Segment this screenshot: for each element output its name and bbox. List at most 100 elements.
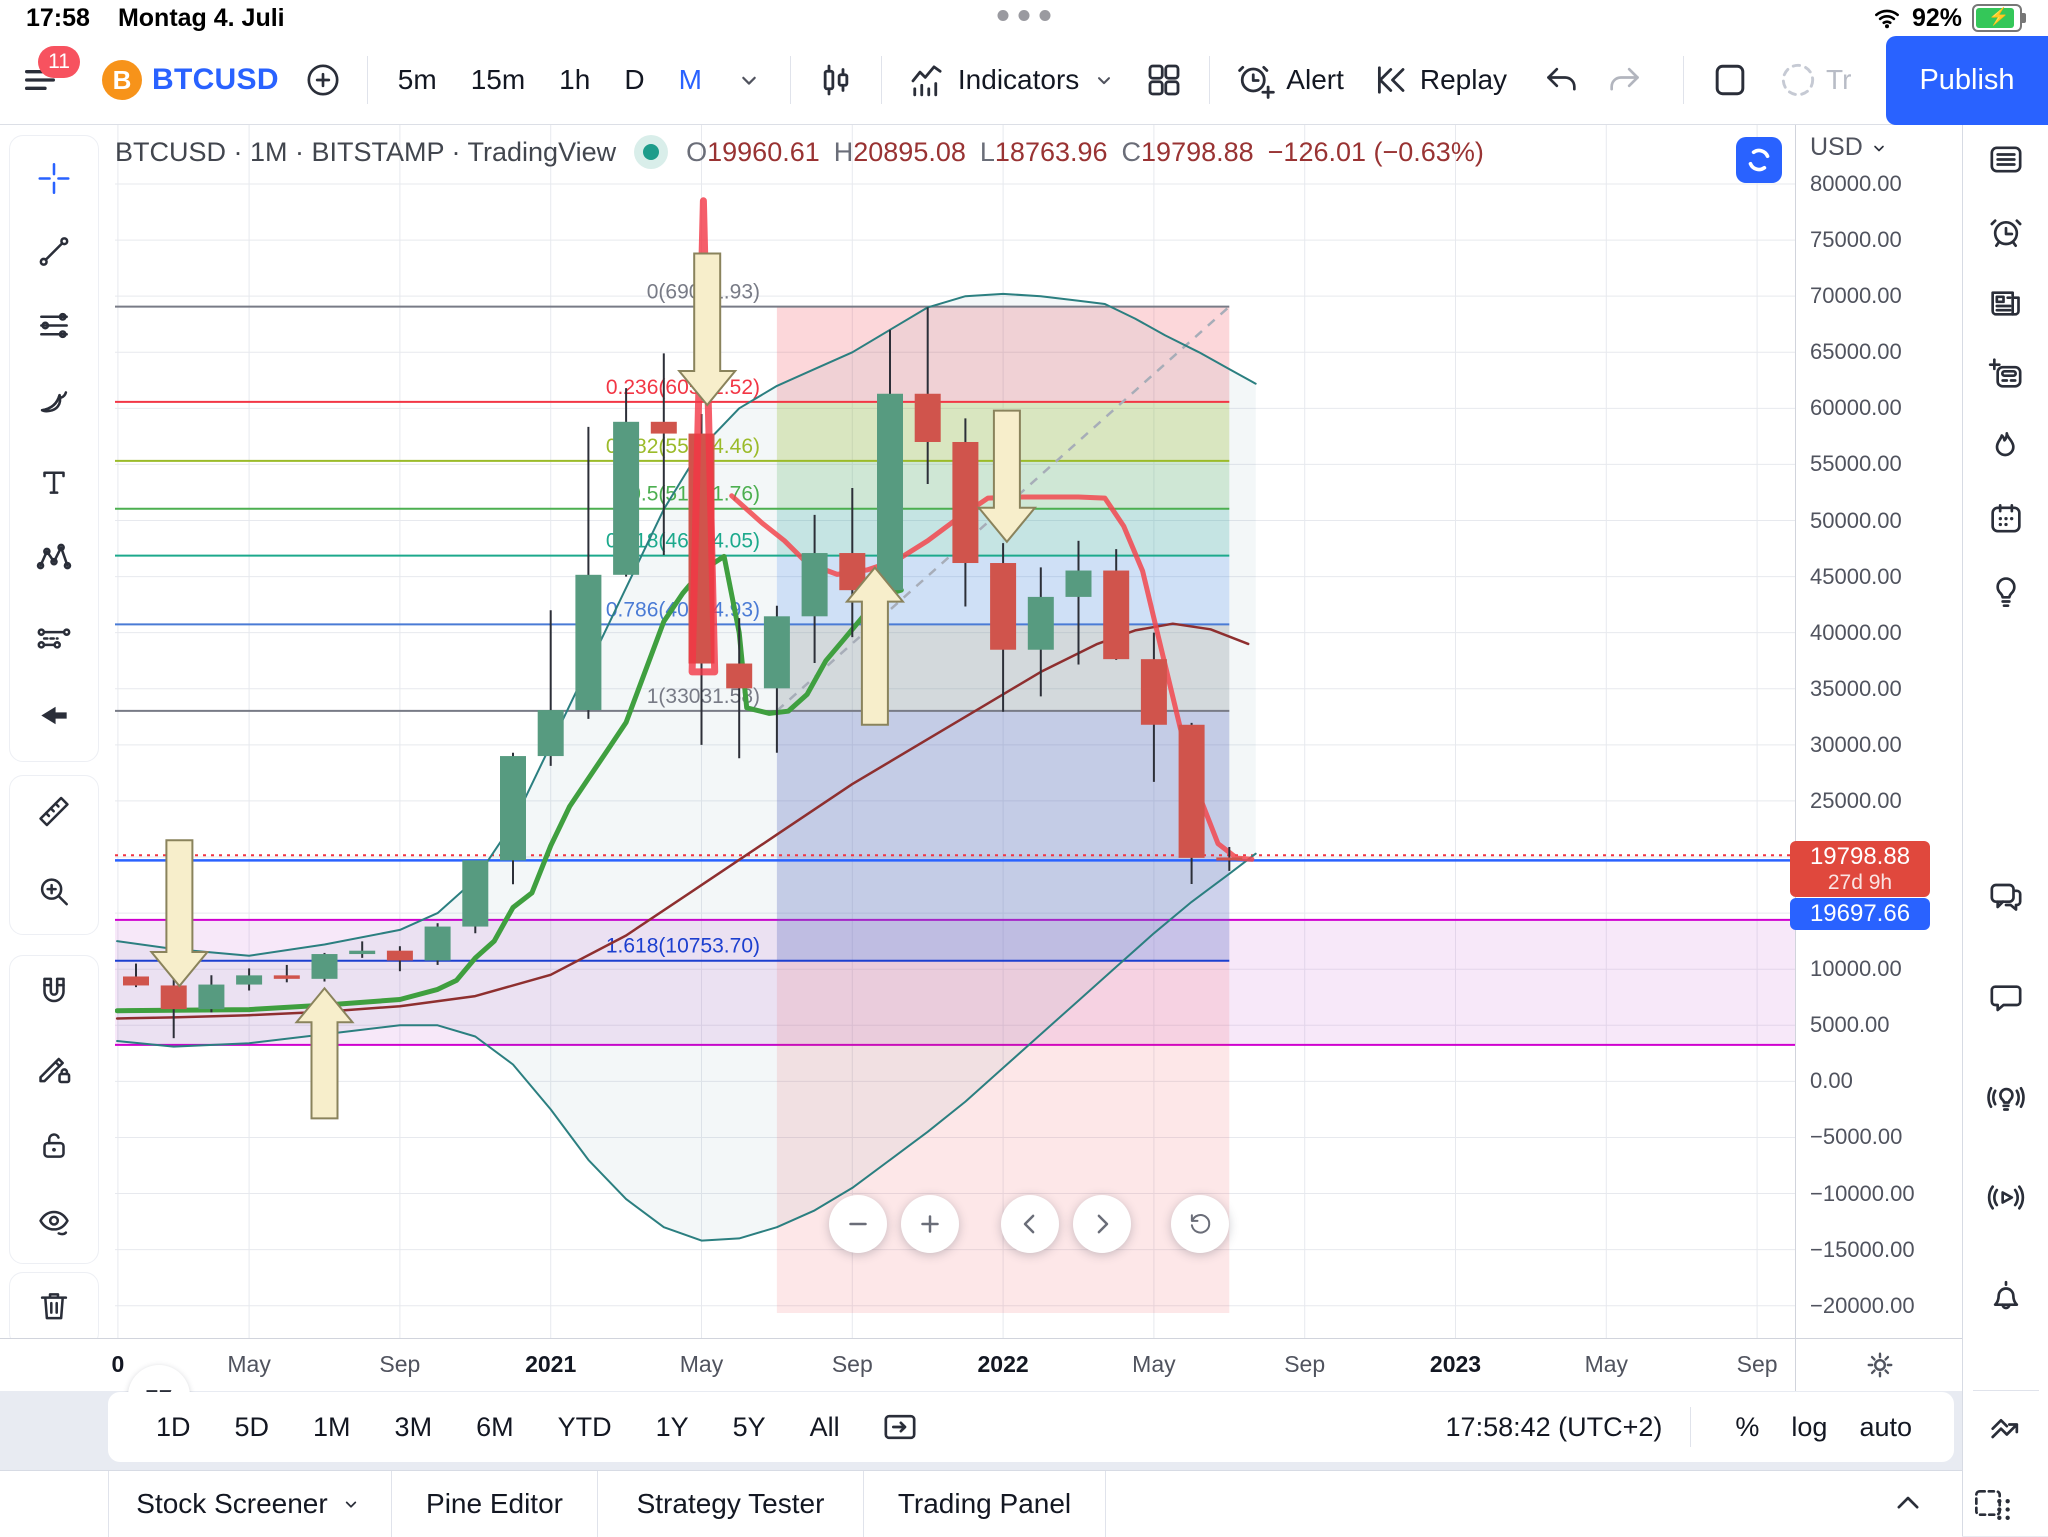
tool-magnet-icon[interactable]: [35, 973, 73, 1016]
tool-fiblines-icon[interactable]: [35, 307, 73, 350]
candle-body-2020-03[interactable]: [160, 985, 187, 1010]
sidebar-bulb-waves-icon[interactable]: [1986, 1078, 2026, 1123]
tool-arrowmark-icon[interactable]: [35, 697, 73, 740]
tool-trash-icon[interactable]: [35, 1287, 73, 1330]
tool-crosshair-icon[interactable]: [35, 160, 73, 203]
candle-body-2020-11[interactable]: [462, 860, 489, 927]
candle-body-2020-05[interactable]: [236, 975, 263, 985]
arrow-drawing-down-0[interactable]: [149, 839, 210, 988]
candle-body-2020-09[interactable]: [386, 950, 413, 961]
tab-trading-panel[interactable]: Trading Panel: [864, 1471, 1106, 1537]
candle-body-2021-01[interactable]: [537, 710, 564, 757]
sidebar-chat-icon[interactable]: [1986, 978, 2026, 1023]
tool-position-icon[interactable]: [35, 620, 73, 663]
zoom-in-button[interactable]: [901, 1195, 959, 1253]
candle-body-2020-08[interactable]: [349, 950, 376, 955]
chart-legend[interactable]: BTCUSD · 1M · BITSTAMP · TradingView O19…: [115, 135, 1484, 169]
candle-body-2022-05[interactable]: [1140, 659, 1167, 725]
trade-button[interactable]: Tr: [1776, 58, 1851, 102]
overlay-upper-band[interactable]: [116, 292, 1257, 957]
candle-body-2022-06[interactable]: [1178, 724, 1205, 858]
scroll-right-button[interactable]: [1073, 1195, 1131, 1253]
candle-body-2020-04[interactable]: [198, 984, 225, 1010]
candle-body-2022-04[interactable]: [1103, 570, 1130, 660]
range-1y[interactable]: 1Y: [655, 1411, 689, 1442]
sidebar-watchlist-icon[interactable]: [1986, 140, 2026, 185]
tool-ruler-icon[interactable]: [35, 793, 73, 836]
redo-button[interactable]: [1605, 60, 1645, 100]
arrow-drawing-up-1[interactable]: [294, 986, 355, 1120]
range-all[interactable]: All: [809, 1411, 840, 1442]
tab-stock-screener[interactable]: Stock Screener: [109, 1471, 392, 1537]
symbol-button[interactable]: B BTCUSD: [102, 60, 279, 100]
indicators-button[interactable]: Indicators: [906, 59, 1119, 101]
sidebar-bell-icon[interactable]: [1986, 1276, 2026, 1321]
camera-button[interactable]: [1736, 137, 1782, 183]
candle-body-2021-02[interactable]: [575, 574, 602, 711]
candle-body-2021-04[interactable]: [650, 421, 677, 434]
collapse-panel-button[interactable]: [1888, 1483, 1928, 1523]
sidebar-news-icon[interactable]: [1986, 284, 2026, 329]
timeframe-M[interactable]: M: [678, 64, 702, 95]
price-axis[interactable]: USD 80000.00 75000.00 70000.00 65000.00 6000…: [1790, 125, 1963, 1338]
arrow-drawing-up-2[interactable]: [844, 566, 906, 726]
timeframe-expand-button[interactable]: [732, 63, 766, 97]
tool-brush-icon[interactable]: [35, 383, 73, 426]
tool-pencil-lock-icon[interactable]: [35, 1050, 73, 1093]
candle-body-2020-07[interactable]: [311, 954, 338, 979]
candle-body-2021-08[interactable]: [801, 553, 828, 617]
fullscreen-button[interactable]: [1708, 58, 1752, 102]
main-menu-button[interactable]: 11: [20, 46, 80, 100]
tool-lock-icon[interactable]: [35, 1127, 73, 1170]
sidebar-notes-icon[interactable]: [1986, 356, 2026, 401]
scale-mode-percent[interactable]: %: [1735, 1411, 1760, 1442]
undo-button[interactable]: [1541, 60, 1581, 100]
candle-body-2021-11[interactable]: [914, 393, 941, 442]
sidebar-calendar-icon[interactable]: [1986, 500, 2026, 545]
range-ytd[interactable]: YTD: [557, 1411, 612, 1442]
timeframe-15m[interactable]: 15m: [470, 64, 526, 95]
candle-body-2020-12[interactable]: [500, 756, 526, 861]
sidebar-flame-icon[interactable]: [1986, 428, 2026, 473]
tool-trendline-icon[interactable]: [35, 233, 73, 276]
sidebar-alarm-icon[interactable]: [1986, 212, 2026, 257]
overlay-trail-up[interactable]: [115, 553, 904, 1014]
candle-body-2022-01[interactable]: [990, 563, 1017, 650]
candle-body-2021-12[interactable]: [952, 441, 979, 564]
scale-mode-auto[interactable]: auto: [1859, 1411, 1912, 1442]
tab-strategy-tester[interactable]: Strategy Tester: [598, 1471, 864, 1537]
sidebar-bulb-icon[interactable]: [1986, 572, 2026, 617]
chart-canvas[interactable]: 0(69071.93)0.236(60572.52)0.382(55314.46…: [115, 125, 1795, 1338]
candle-body-2022-03[interactable]: [1065, 570, 1092, 597]
go-to-date-button[interactable]: [880, 1407, 920, 1447]
layout-grid-button[interactable]: [1143, 59, 1185, 101]
spike-marker[interactable]: [688, 197, 719, 676]
range-5y[interactable]: 5Y: [732, 1411, 766, 1442]
candle-body-2020-10[interactable]: [424, 926, 451, 961]
candle-body-2020-02[interactable]: [123, 976, 149, 986]
scale-mode-log[interactable]: log: [1791, 1411, 1828, 1442]
range-6m[interactable]: 6M: [476, 1411, 514, 1442]
candle-body-2021-10[interactable]: [877, 393, 903, 591]
tool-text-icon[interactable]: [35, 463, 73, 506]
purple-channel[interactable]: [115, 919, 1795, 1045]
candle-body-2021-07[interactable]: [763, 616, 790, 689]
sidebar-play-waves-icon[interactable]: [1986, 1178, 2026, 1223]
timeframe-1h[interactable]: 1h: [559, 64, 591, 95]
range-1d[interactable]: 1D: [156, 1411, 191, 1442]
candle-body-2022-07[interactable]: [1216, 857, 1243, 861]
candle-body-2022-02[interactable]: [1027, 596, 1054, 650]
tab-pine-editor[interactable]: Pine Editor: [392, 1471, 598, 1537]
tool-zoomin-icon[interactable]: [35, 873, 73, 916]
tool-eye-hide-icon[interactable]: [35, 1203, 73, 1246]
clock-label[interactable]: 17:58:42 (UTC+2): [1445, 1411, 1663, 1442]
publish-button[interactable]: Publish: [1886, 36, 2048, 125]
candle-body-2021-03[interactable]: [613, 421, 640, 575]
gear-icon[interactable]: [1862, 1347, 1898, 1383]
arrow-drawing-down-3[interactable]: [677, 252, 738, 407]
range-5d[interactable]: 5D: [234, 1411, 270, 1442]
currency-selector[interactable]: USD: [1810, 133, 1891, 162]
timeframe-D[interactable]: D: [624, 64, 645, 95]
compare-add-button[interactable]: [303, 60, 343, 100]
time-axis[interactable]: 0 May Sep 2021 May Sep 2022 May Sep 2023 May Sep: [0, 1338, 1962, 1391]
